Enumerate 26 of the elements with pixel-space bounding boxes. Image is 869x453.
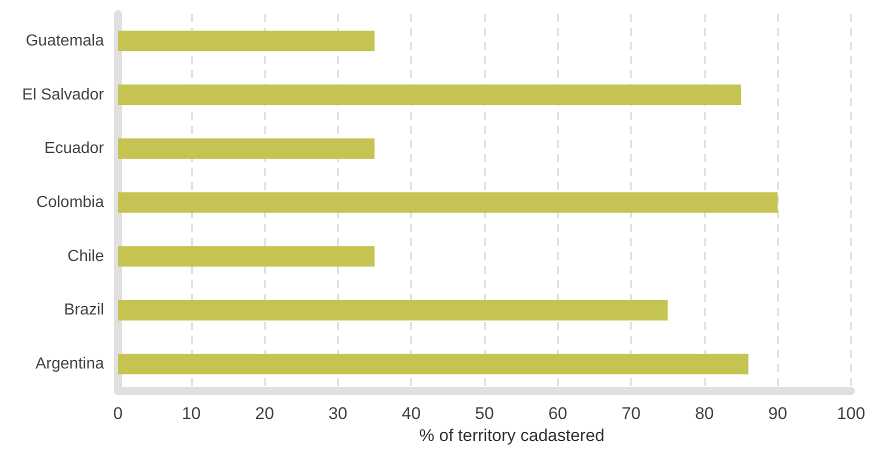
bar xyxy=(118,30,375,52)
y-tick-label: Ecuador xyxy=(44,140,105,158)
y-tick-label: Colombia xyxy=(36,194,104,211)
x-tick-label: 60 xyxy=(548,404,568,423)
bar xyxy=(118,300,668,320)
bar xyxy=(118,354,748,374)
y-tick-label: Brazil xyxy=(64,302,104,319)
x-tick-label: 20 xyxy=(255,404,274,423)
x-axis-title: % of territory cadastered xyxy=(419,426,604,445)
x-tick-label: 100 xyxy=(836,404,866,423)
x-tick-label: 90 xyxy=(768,404,788,423)
x-tick-label: 70 xyxy=(622,404,641,423)
bar xyxy=(118,84,742,106)
y-tick-label: Chile xyxy=(68,248,104,265)
x-tick-label: 80 xyxy=(694,404,714,423)
y-tick-label: El Salvador xyxy=(22,86,105,104)
x-tick-label: 0 xyxy=(113,404,123,423)
x-tick-label: 30 xyxy=(328,404,348,423)
bar xyxy=(118,246,375,267)
bar xyxy=(118,192,778,213)
bar xyxy=(118,138,375,159)
x-tick-label: 10 xyxy=(182,404,201,423)
x-tick-label: 50 xyxy=(475,404,494,423)
y-tick-label: Argentina xyxy=(36,356,104,373)
y-tick-label: Guatemala xyxy=(26,32,104,50)
x-tick-label: 40 xyxy=(402,404,421,423)
